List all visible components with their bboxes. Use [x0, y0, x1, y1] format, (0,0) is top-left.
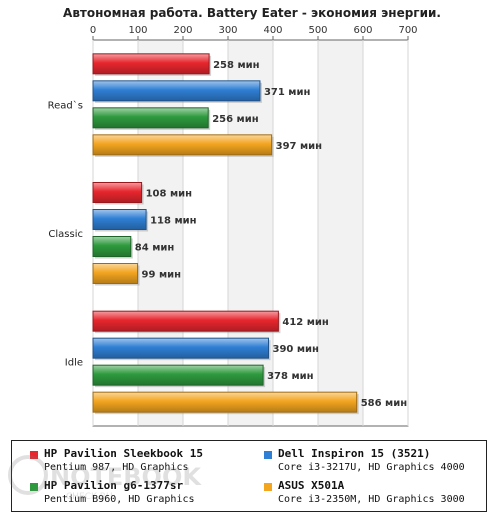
bar — [92, 263, 139, 284]
category-label: Classic — [48, 229, 83, 240]
bar — [92, 391, 358, 413]
bar-value-label: 586 мин — [361, 398, 408, 409]
bar-value-label: 397 мин — [276, 141, 323, 152]
legend-item-name: ASUS X501A — [278, 479, 345, 492]
bar — [92, 182, 143, 203]
bar-value-label: 390 мин — [273, 344, 320, 355]
plot-stripe — [138, 40, 183, 426]
tick-label: 200 — [173, 25, 192, 36]
bar-value-label: 378 мин — [267, 371, 314, 382]
tick-label: 0 — [90, 25, 96, 36]
legend-swatch-blue — [264, 451, 272, 459]
bar-value-label: 412 мин — [282, 317, 329, 328]
plot-stripe — [93, 40, 138, 426]
bar — [92, 310, 279, 332]
legend-item-name: HP Pavilion Sleekbook 15 — [44, 447, 203, 460]
bar — [92, 209, 147, 230]
legend-swatch-red — [30, 451, 38, 459]
legend-swatch-green — [30, 483, 38, 491]
bar — [92, 364, 264, 386]
tick-label: 300 — [218, 25, 237, 36]
legend-item-spec: Core i3-3217U, HD Graphics 4000 — [278, 462, 465, 473]
plot-stripe — [228, 40, 273, 426]
plot-stripe — [363, 40, 408, 426]
legend: HP Pavilion Sleekbook 15 Pentium 987, HD… — [11, 440, 487, 512]
bar-value-label: 84 мин — [135, 243, 175, 254]
tick-label: 400 — [263, 25, 282, 36]
tick-label: 500 — [308, 25, 327, 36]
bar — [92, 337, 269, 359]
category-label: Idle — [65, 358, 83, 369]
bar — [92, 134, 273, 156]
bar — [92, 80, 261, 102]
bar-value-label: 258 мин — [213, 60, 260, 71]
bar-value-label: 108 мин — [146, 189, 193, 200]
legend-item-spec: Pentium B960, HD Graphics — [44, 494, 195, 505]
bar-value-label: 256 мин — [212, 114, 259, 125]
bar-value-label: 99 мин — [142, 270, 182, 281]
legend-swatch-orange — [264, 483, 272, 491]
category-label: Read`s — [48, 99, 83, 111]
bar — [92, 236, 132, 257]
plot-stripe — [273, 40, 318, 426]
tick-label: 700 — [398, 25, 417, 36]
plot-stripe — [318, 40, 363, 426]
legend-item-name: Dell Inspiron 15 (3521) — [278, 447, 431, 460]
bar — [92, 53, 210, 75]
bar-value-label: 371 мин — [264, 87, 311, 98]
legend-item-name: HP Pavilion g6-1377sr — [44, 479, 184, 492]
bar-value-label: 118 мин — [150, 216, 197, 227]
battery-chart: Автономная работа. Battery Eater - эконо… — [48, 6, 441, 427]
plot-stripe — [183, 40, 228, 426]
chart-title: Автономная работа. Battery Eater - эконо… — [63, 6, 441, 20]
legend-item-spec: Core i3-2350M, HD Graphics 3000 — [278, 494, 465, 505]
tick-label: 600 — [353, 25, 372, 36]
legend-item-spec: Pentium 987, HD Graphics — [44, 462, 189, 473]
bar — [92, 107, 209, 129]
tick-label: 100 — [128, 25, 147, 36]
